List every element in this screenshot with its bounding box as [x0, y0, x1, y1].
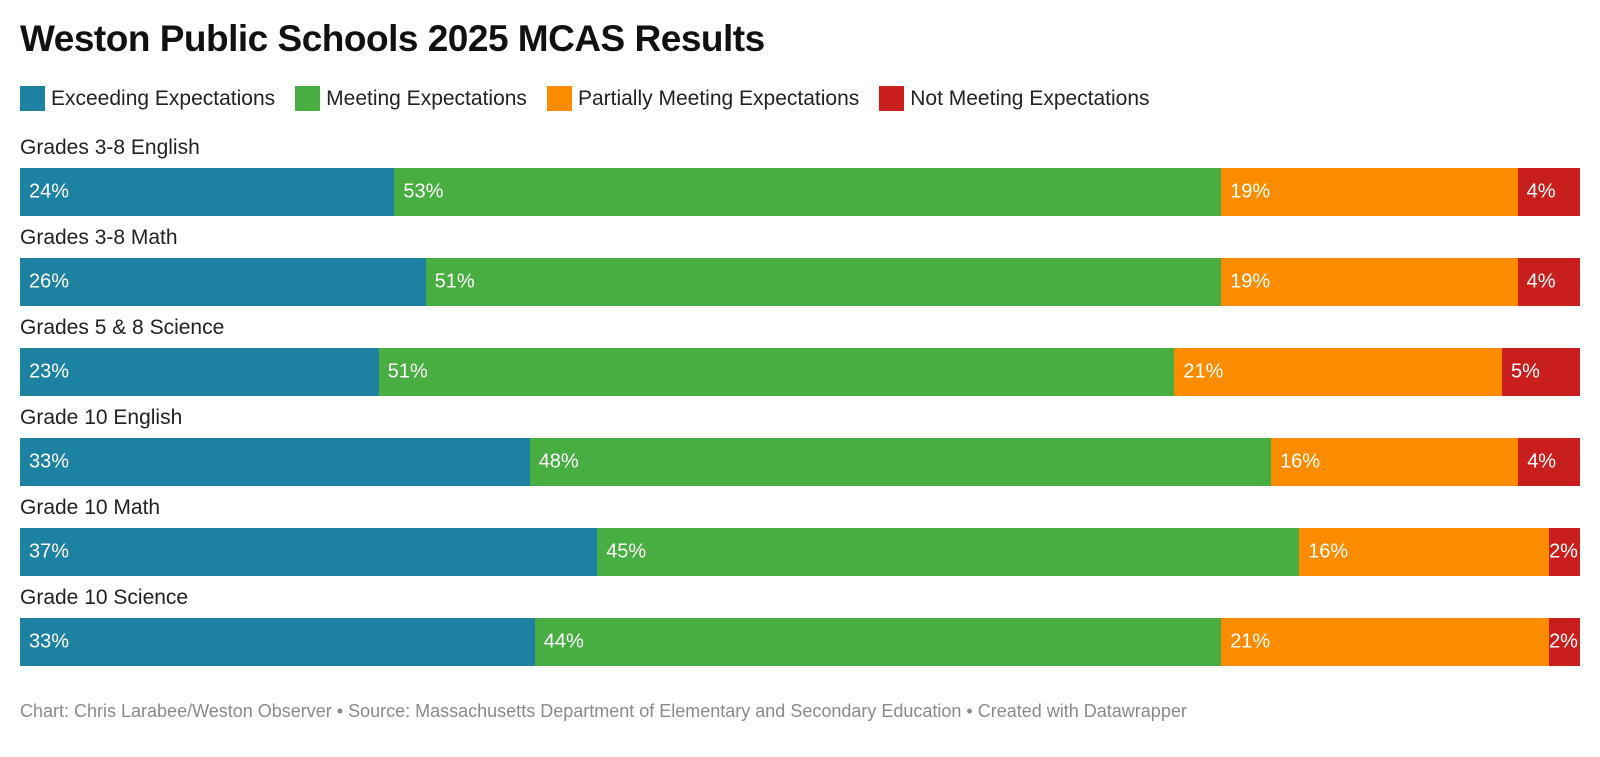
- stacked-bar: 33% 44% 21% 2%: [20, 618, 1580, 666]
- category-label: Grades 5 & 8 Science: [20, 316, 225, 339]
- bar-segment: 5%: [1501, 348, 1580, 396]
- stacked-bar: 37% 45% 16% 2%: [20, 528, 1580, 576]
- bar-segment: 4%: [1518, 438, 1580, 486]
- bar-segment: 37%: [20, 528, 598, 576]
- legend-label: Not Meeting Expectations: [910, 86, 1150, 110]
- bar-segment: 16%: [1271, 438, 1519, 486]
- data-label: 4%: [1526, 270, 1556, 293]
- chart-title: Weston Public Schools 2025 MCAS Results: [20, 18, 765, 59]
- bar-segment: 48%: [529, 438, 1272, 486]
- bar-segment: 23%: [20, 348, 379, 396]
- bar-segment: 16%: [1299, 528, 1549, 576]
- bar-segment: 19%: [1221, 168, 1518, 216]
- data-label: 19%: [1230, 180, 1271, 203]
- stacked-bar: 26% 51% 19% 4%: [20, 258, 1580, 306]
- data-label: 4%: [1527, 450, 1557, 473]
- data-label: 51%: [434, 270, 475, 293]
- legend-item: Not Meeting Expectations: [879, 86, 1150, 111]
- data-label: 2%: [1549, 540, 1578, 563]
- legend-swatch: [879, 86, 905, 111]
- data-label: 33%: [29, 450, 70, 473]
- legend-swatch: [20, 86, 45, 111]
- bar-segment: 24%: [20, 168, 395, 216]
- bar-segment: 4%: [1517, 168, 1580, 216]
- category-label: Grade 10 Math: [20, 496, 161, 519]
- bar-segment: 4%: [1517, 258, 1580, 306]
- data-label: 53%: [403, 180, 444, 203]
- data-label: 45%: [606, 540, 647, 563]
- data-label: 5%: [1510, 360, 1540, 383]
- bar-segment: 19%: [1221, 258, 1518, 306]
- data-label: 33%: [29, 630, 70, 653]
- data-label: 4%: [1526, 180, 1556, 203]
- bar-segment: 26%: [20, 258, 426, 306]
- data-label: 26%: [29, 270, 70, 293]
- bar-segment: 21%: [1221, 618, 1549, 666]
- legend-item: Partially Meeting Expectations: [546, 86, 860, 111]
- data-label: 37%: [29, 540, 70, 563]
- data-label: 48%: [538, 450, 579, 473]
- legend-label: Meeting Expectations: [326, 86, 527, 110]
- category-label: Grade 10 Science: [20, 586, 189, 609]
- stacked-bar: 23% 51% 21% 5%: [20, 348, 1580, 396]
- bar-segment: 2%: [1548, 528, 1580, 576]
- data-label: 44%: [543, 630, 584, 653]
- data-label: 24%: [29, 180, 70, 203]
- data-label: 2%: [1549, 630, 1578, 653]
- data-label: 51%: [387, 360, 428, 383]
- bar-segment: 51%: [425, 258, 1222, 306]
- bar-segment: 33%: [20, 438, 530, 486]
- bar-segment: 45%: [597, 528, 1300, 576]
- chart-footer-credits: Chart: Chris Larabee/Weston Observer • S…: [20, 701, 1187, 721]
- category-label: Grades 3-8 English: [20, 136, 200, 159]
- bar-segment: 2%: [1548, 618, 1580, 666]
- category-label: Grade 10 English: [20, 406, 183, 429]
- data-label: 21%: [1230, 630, 1271, 653]
- stacked-bar: 33% 48% 16% 4%: [20, 438, 1580, 486]
- legend-item: Exceeding Expectations: [20, 86, 275, 111]
- bar-segment: 44%: [534, 618, 1222, 666]
- legend-swatch: [295, 86, 321, 111]
- bar-segment: 53%: [394, 168, 1222, 216]
- legend-label: Exceeding Expectations: [51, 86, 276, 110]
- data-label: 23%: [29, 360, 70, 383]
- category-label: Grades 3-8 Math: [20, 226, 178, 249]
- legend-item: Meeting Expectations: [295, 86, 527, 111]
- stacked-bar: 24% 53% 19% 4%: [20, 168, 1580, 216]
- bar-segment: 33%: [20, 618, 535, 666]
- data-label: 19%: [1230, 270, 1271, 293]
- data-label: 21%: [1183, 360, 1224, 383]
- bar-segment: 51%: [378, 348, 1175, 396]
- data-label: 16%: [1308, 540, 1349, 563]
- legend-swatch: [546, 86, 572, 111]
- legend-label: Partially Meeting Expectations: [577, 86, 860, 110]
- stacked-bar-chart: Grades 3-8 English 24% 53% 19% 4% Grades 3-8 …: [20, 136, 1580, 676]
- bar-segment: 21%: [1174, 348, 1502, 396]
- legend: Exceeding Expectations Meeting Expectatio…: [20, 86, 1170, 111]
- data-label: 16%: [1280, 450, 1321, 473]
